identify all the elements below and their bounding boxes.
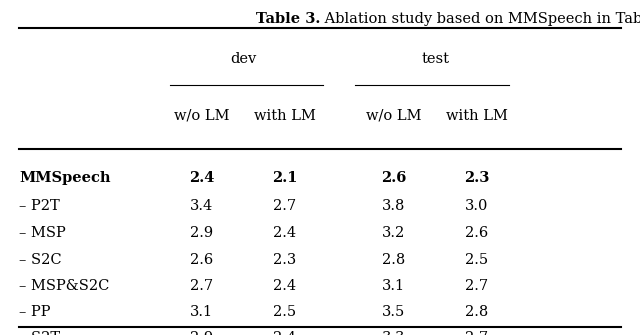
Text: w/o LM: w/o LM bbox=[366, 109, 421, 123]
Text: 2.9: 2.9 bbox=[190, 331, 213, 335]
Text: 3.4: 3.4 bbox=[190, 199, 213, 213]
Text: 2.1: 2.1 bbox=[272, 171, 298, 185]
Text: 2.5: 2.5 bbox=[273, 305, 296, 319]
Text: 2.7: 2.7 bbox=[465, 279, 488, 293]
Text: 3.3: 3.3 bbox=[382, 331, 405, 335]
Text: MMSpeech: MMSpeech bbox=[19, 171, 111, 185]
Text: 2.7: 2.7 bbox=[465, 331, 488, 335]
Text: with LM: with LM bbox=[254, 109, 316, 123]
Text: 2.7: 2.7 bbox=[273, 199, 296, 213]
Text: 2.4: 2.4 bbox=[189, 171, 214, 185]
Text: Ablation study based on MMSpeech in Table 1.: Ablation study based on MMSpeech in Tabl… bbox=[320, 12, 640, 26]
Text: 2.7: 2.7 bbox=[190, 279, 213, 293]
Text: 2.9: 2.9 bbox=[190, 226, 213, 240]
Text: – MSP&S2C: – MSP&S2C bbox=[19, 279, 109, 293]
Text: – PP: – PP bbox=[19, 305, 51, 319]
Text: 3.2: 3.2 bbox=[382, 226, 405, 240]
Text: dev: dev bbox=[230, 52, 257, 66]
Text: 3.1: 3.1 bbox=[382, 279, 405, 293]
Text: – S2C: – S2C bbox=[19, 253, 62, 267]
Text: 3.5: 3.5 bbox=[382, 305, 405, 319]
Text: Table 3.: Table 3. bbox=[255, 12, 320, 26]
Text: 2.6: 2.6 bbox=[465, 226, 488, 240]
Text: 2.5: 2.5 bbox=[465, 253, 488, 267]
Text: 2.4: 2.4 bbox=[273, 279, 296, 293]
Text: test: test bbox=[421, 52, 449, 66]
Text: 2.6: 2.6 bbox=[190, 253, 213, 267]
Text: 2.3: 2.3 bbox=[273, 253, 296, 267]
Text: with LM: with LM bbox=[446, 109, 508, 123]
Text: 2.3: 2.3 bbox=[464, 171, 490, 185]
Text: 2.8: 2.8 bbox=[465, 305, 488, 319]
Text: – MSP: – MSP bbox=[19, 226, 66, 240]
Text: 3.1: 3.1 bbox=[190, 305, 213, 319]
Text: 2.6: 2.6 bbox=[381, 171, 406, 185]
Text: w/o LM: w/o LM bbox=[174, 109, 229, 123]
Text: – P2T: – P2T bbox=[19, 199, 60, 213]
Text: 3.0: 3.0 bbox=[465, 199, 488, 213]
Text: 2.4: 2.4 bbox=[273, 226, 296, 240]
Text: 2.4: 2.4 bbox=[273, 331, 296, 335]
Text: – S2T: – S2T bbox=[19, 331, 60, 335]
Text: 3.8: 3.8 bbox=[382, 199, 405, 213]
Text: 2.8: 2.8 bbox=[382, 253, 405, 267]
